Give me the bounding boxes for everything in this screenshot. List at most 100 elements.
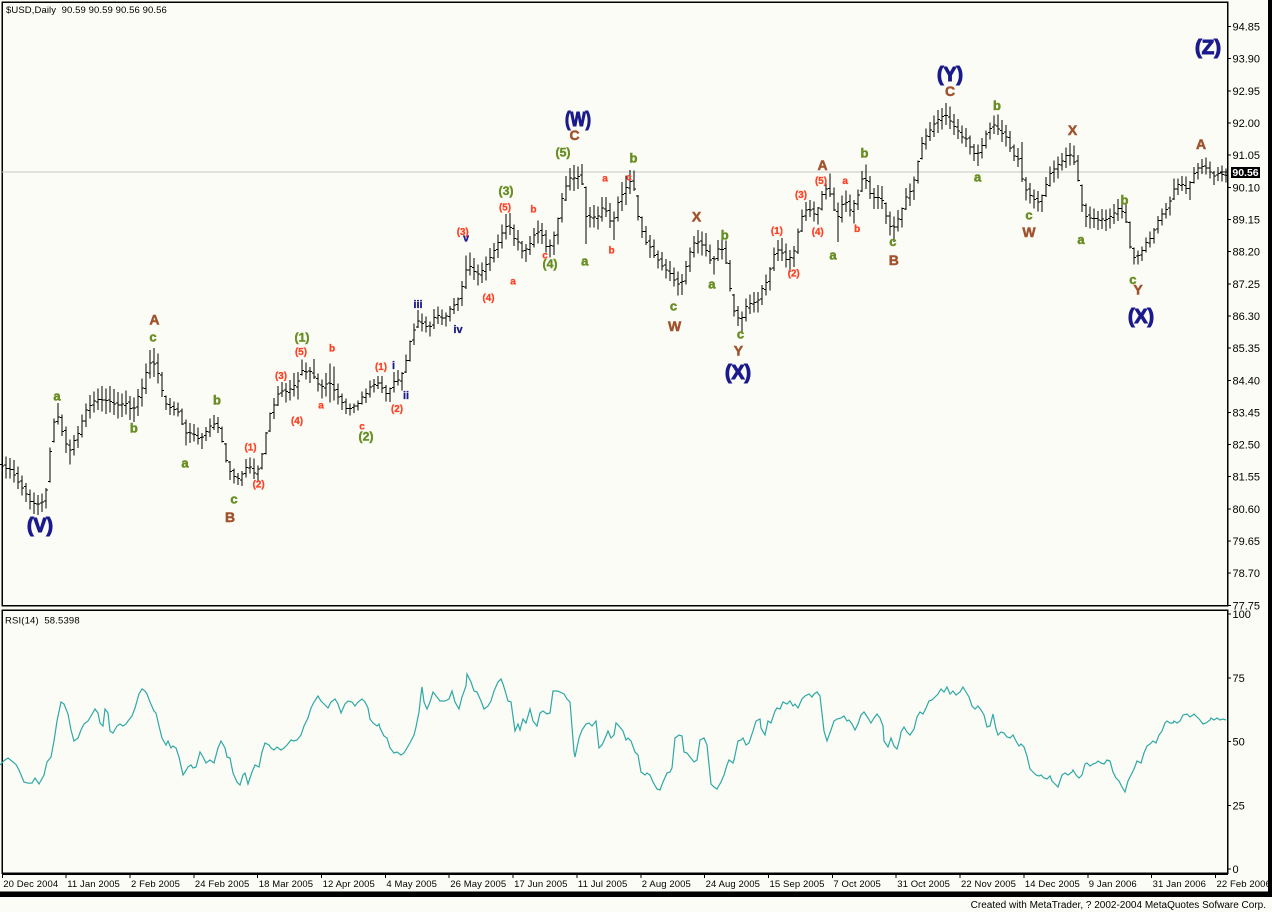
svg-text:26 May 2005: 26 May 2005 xyxy=(450,879,506,890)
svg-text:88.20: 88.20 xyxy=(1233,247,1261,259)
svg-text:75: 75 xyxy=(1233,673,1245,685)
svg-text:b: b xyxy=(1121,192,1129,207)
svg-text:90.10: 90.10 xyxy=(1233,182,1261,194)
svg-text:c: c xyxy=(670,299,677,314)
svg-text:2 Feb 2005: 2 Feb 2005 xyxy=(131,879,180,890)
svg-text:(Z): (Z) xyxy=(1195,37,1221,59)
svg-text:a: a xyxy=(842,176,848,187)
svg-text:a: a xyxy=(974,170,982,185)
svg-text:22 Feb 2006: 22 Feb 2006 xyxy=(1217,879,1271,890)
svg-text:86.30: 86.30 xyxy=(1233,311,1261,323)
svg-text:(1): (1) xyxy=(771,225,783,237)
svg-text:A: A xyxy=(1196,136,1206,152)
svg-text:(3): (3) xyxy=(795,189,807,201)
svg-text:v: v xyxy=(463,233,470,245)
svg-text:Y: Y xyxy=(1133,282,1143,298)
svg-text:iii: iii xyxy=(413,299,422,311)
svg-text:b: b xyxy=(721,228,729,243)
svg-text:(5): (5) xyxy=(815,175,827,187)
svg-text:15 Sep 2005: 15 Sep 2005 xyxy=(770,879,825,890)
svg-text:(X): (X) xyxy=(1128,306,1154,328)
svg-text:31 Oct 2005: 31 Oct 2005 xyxy=(897,879,950,890)
svg-text:100: 100 xyxy=(1233,609,1251,621)
svg-text:92.95: 92.95 xyxy=(1233,86,1261,98)
svg-text:7 Oct 2005: 7 Oct 2005 xyxy=(833,879,880,890)
svg-text:14 Dec 2005: 14 Dec 2005 xyxy=(1025,879,1080,890)
svg-text:(5): (5) xyxy=(556,145,571,159)
svg-text:12 Apr 2005: 12 Apr 2005 xyxy=(323,879,375,890)
svg-text:(X): (X) xyxy=(725,362,751,384)
svg-text:17 Jun 2005: 17 Jun 2005 xyxy=(514,879,567,890)
svg-text:b: b xyxy=(530,205,536,216)
svg-text:B: B xyxy=(889,252,899,268)
svg-text:b: b xyxy=(854,224,860,235)
svg-text:c: c xyxy=(737,327,744,342)
svg-text:84.40: 84.40 xyxy=(1233,375,1261,387)
svg-text:a: a xyxy=(510,277,516,288)
svg-text:89.15: 89.15 xyxy=(1233,215,1261,227)
svg-text:b: b xyxy=(861,146,869,161)
svg-text:(1): (1) xyxy=(245,442,257,454)
svg-text:0: 0 xyxy=(1233,864,1239,876)
svg-text:83.45: 83.45 xyxy=(1233,407,1261,419)
svg-text:a: a xyxy=(602,174,608,185)
svg-text:92.00: 92.00 xyxy=(1233,118,1261,130)
svg-text:85.35: 85.35 xyxy=(1233,343,1261,355)
svg-text:c: c xyxy=(542,251,548,262)
svg-text:93.90: 93.90 xyxy=(1233,54,1261,66)
svg-text:25: 25 xyxy=(1233,800,1245,812)
svg-text:94.85: 94.85 xyxy=(1233,22,1261,34)
svg-text:b: b xyxy=(993,98,1001,113)
svg-text:(4): (4) xyxy=(483,292,495,304)
svg-text:79.65: 79.65 xyxy=(1233,536,1261,548)
svg-text:90.56: 90.56 xyxy=(1232,167,1258,179)
svg-text:(5): (5) xyxy=(295,346,307,358)
svg-text:(4): (4) xyxy=(543,257,558,271)
svg-text:9 Jan 2006: 9 Jan 2006 xyxy=(1089,879,1137,890)
svg-text:(W): (W) xyxy=(565,109,591,131)
svg-text:18 Mar 2005: 18 Mar 2005 xyxy=(259,879,313,890)
svg-text:b: b xyxy=(329,344,335,355)
svg-text:a: a xyxy=(318,401,324,412)
svg-text:50: 50 xyxy=(1233,737,1245,749)
svg-text:20 Dec 2004: 20 Dec 2004 xyxy=(3,879,58,890)
svg-text:(5): (5) xyxy=(499,201,511,213)
svg-text:(2): (2) xyxy=(391,403,403,415)
svg-text:Created with MetaTrader, ? 200: Created with MetaTrader, ? 2002-2004 Met… xyxy=(971,900,1266,911)
svg-text:(Y): (Y) xyxy=(937,64,963,86)
svg-text:11 Jul 2005: 11 Jul 2005 xyxy=(578,879,628,890)
svg-text:Y: Y xyxy=(734,342,744,358)
svg-text:11 Jan 2005: 11 Jan 2005 xyxy=(67,879,120,890)
svg-text:i: i xyxy=(392,360,395,372)
svg-text:2 Aug 2005: 2 Aug 2005 xyxy=(642,879,691,890)
svg-text:81.55: 81.55 xyxy=(1233,472,1261,484)
svg-text:c: c xyxy=(359,422,365,433)
svg-text:(4): (4) xyxy=(291,415,303,427)
svg-text:(2): (2) xyxy=(253,479,265,491)
svg-text:77.75: 77.75 xyxy=(1233,600,1261,612)
svg-text:b: b xyxy=(130,421,138,436)
svg-text:22 Nov 2005: 22 Nov 2005 xyxy=(961,879,1016,890)
svg-text:91.05: 91.05 xyxy=(1233,150,1261,162)
svg-text:31 Jan 2006: 31 Jan 2006 xyxy=(1153,879,1206,890)
svg-text:a: a xyxy=(581,253,589,268)
svg-text:a: a xyxy=(53,389,61,404)
svg-text:a: a xyxy=(181,456,189,471)
svg-text:C: C xyxy=(569,127,579,143)
svg-text:(4): (4) xyxy=(812,226,824,238)
svg-text:B: B xyxy=(225,509,235,525)
svg-text:iv: iv xyxy=(453,324,463,336)
svg-text:c: c xyxy=(889,234,896,249)
svg-text:80.60: 80.60 xyxy=(1233,504,1261,516)
svg-text:(1): (1) xyxy=(375,361,387,373)
svg-text:b: b xyxy=(630,151,638,166)
svg-text:(2): (2) xyxy=(788,267,800,279)
svg-text:c: c xyxy=(230,492,237,507)
svg-text:(3): (3) xyxy=(499,184,514,198)
svg-text:(3): (3) xyxy=(275,370,287,382)
svg-text:a: a xyxy=(1077,232,1085,247)
svg-text:ii: ii xyxy=(403,390,409,402)
svg-text:82.50: 82.50 xyxy=(1233,440,1261,452)
svg-text:b: b xyxy=(213,393,221,408)
svg-text:A: A xyxy=(818,157,828,173)
